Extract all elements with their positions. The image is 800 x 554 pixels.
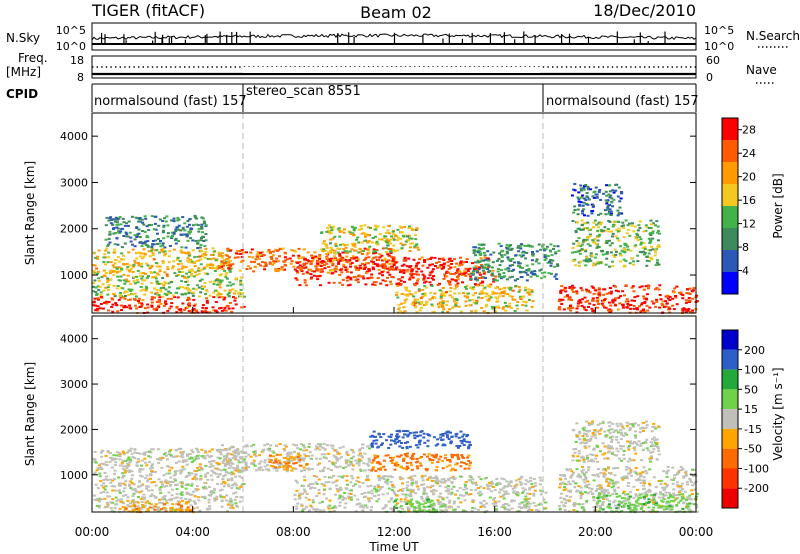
nsky-tick-top: 10^5 <box>56 24 86 37</box>
nsearch-tick-top: 10^5 <box>704 24 734 37</box>
radar-title: TIGER (fitACF) <box>91 1 205 20</box>
colorbar-tick-label: -50 <box>744 443 762 456</box>
nsearch-label: N.Search <box>746 29 800 43</box>
colorbar-tick-label: 100 <box>744 364 765 377</box>
ytick-label: 1000 <box>60 469 88 482</box>
velocity-ylabel: Slant Range [km] <box>23 362 37 466</box>
colorbar-tick-label: -15 <box>744 423 762 436</box>
freq-unit: [MHz] <box>6 65 41 79</box>
nsearch-tick-bottom: 10^0 <box>704 40 734 53</box>
date-title: 18/Dec/2010 <box>593 1 696 20</box>
xtick-label: 16:00 <box>477 525 512 539</box>
ytick-label: 4000 <box>60 333 88 346</box>
freq-panel <box>91 55 697 79</box>
freq-tick-bottom: 8 <box>77 71 84 84</box>
nsky-label: N.Sky <box>6 31 40 45</box>
ytick-label: 3000 <box>60 378 88 391</box>
cpid-segment-label: normalsound (fast) 157 <box>94 94 247 109</box>
power-ylabel: Slant Range [km] <box>23 161 37 265</box>
nsky-tick-bottom: 10^0 <box>56 40 86 53</box>
colorbar-tick-label: 8 <box>742 241 749 254</box>
cpid-segment-label: normalsound (fast) 157 <box>546 94 699 109</box>
xtick-label: 12:00 <box>377 525 412 539</box>
cpid-label: CPID <box>6 87 38 101</box>
colorbar-tick-label: -100 <box>744 462 769 475</box>
velocity-colorbar: 200 100 50 15 -15 -50 -100 -200 <box>721 329 769 509</box>
ytick-label: 2000 <box>60 423 88 436</box>
power-colorbar-label: Power [dB] <box>771 173 785 238</box>
time-xaxis: 00:00 04:00 08:00 12:00 16:00 20:00 00:00 <box>75 307 714 539</box>
colorbar-tick-label: 20 <box>742 171 756 184</box>
velocity-panel: 1000 2000 3000 4000 00:00 04:00 08:00 12:00 16:… <box>60 307 713 539</box>
nave-label: Nave <box>746 63 777 77</box>
ytick-label: 2000 <box>60 223 88 236</box>
ytick-label: 1000 <box>60 269 88 282</box>
nsky-trace <box>91 31 697 44</box>
ytick-label: 4000 <box>60 130 88 143</box>
cpid-segment-label: stereo_scan 8551 <box>246 84 361 99</box>
xtick-label: 04:00 <box>175 525 210 539</box>
velocity-colorbar-label: Velocity [m s⁻¹] <box>771 367 785 460</box>
colorbar-tick-label: 50 <box>744 383 758 396</box>
xtick-label: 00:00 <box>679 525 714 539</box>
velocity-scatter <box>92 420 699 514</box>
power-colorbar: 4 8 12 16 20 24 28 <box>721 117 756 295</box>
nsky-panel <box>91 22 697 51</box>
colorbar-tick-label: 4 <box>742 265 749 278</box>
colorbar-tick-label: 15 <box>744 403 758 416</box>
colorbar-tick-label: -200 <box>744 482 769 495</box>
nave-tick-bottom: 0 <box>706 71 713 84</box>
xlabel-time: Time UT <box>368 540 419 554</box>
freq-label: Freq. <box>18 51 48 65</box>
xtick-label: 20:00 <box>578 525 613 539</box>
colorbar-tick-label: 12 <box>742 218 756 231</box>
ytick-label: 3000 <box>60 176 88 189</box>
power-scatter <box>92 183 699 315</box>
xtick-label: 08:00 <box>276 525 311 539</box>
beam-title: Beam 02 <box>360 3 432 22</box>
xtick-label: 00:00 <box>75 525 110 539</box>
power-panel: 1000 2000 3000 4000 <box>60 112 699 315</box>
colorbar-tick-label: 24 <box>742 147 756 160</box>
colorbar-tick-label: 16 <box>742 194 756 207</box>
power-yaxis: 1000 2000 3000 4000 <box>60 130 696 282</box>
freq-tick-top: 18 <box>70 54 84 67</box>
colorbar-tick-label: 28 <box>742 124 756 137</box>
nave-tick-top: 60 <box>706 54 720 67</box>
colorbar-tick-label: 200 <box>744 344 765 357</box>
velocity-yaxis: 1000 2000 3000 4000 <box>60 333 696 482</box>
